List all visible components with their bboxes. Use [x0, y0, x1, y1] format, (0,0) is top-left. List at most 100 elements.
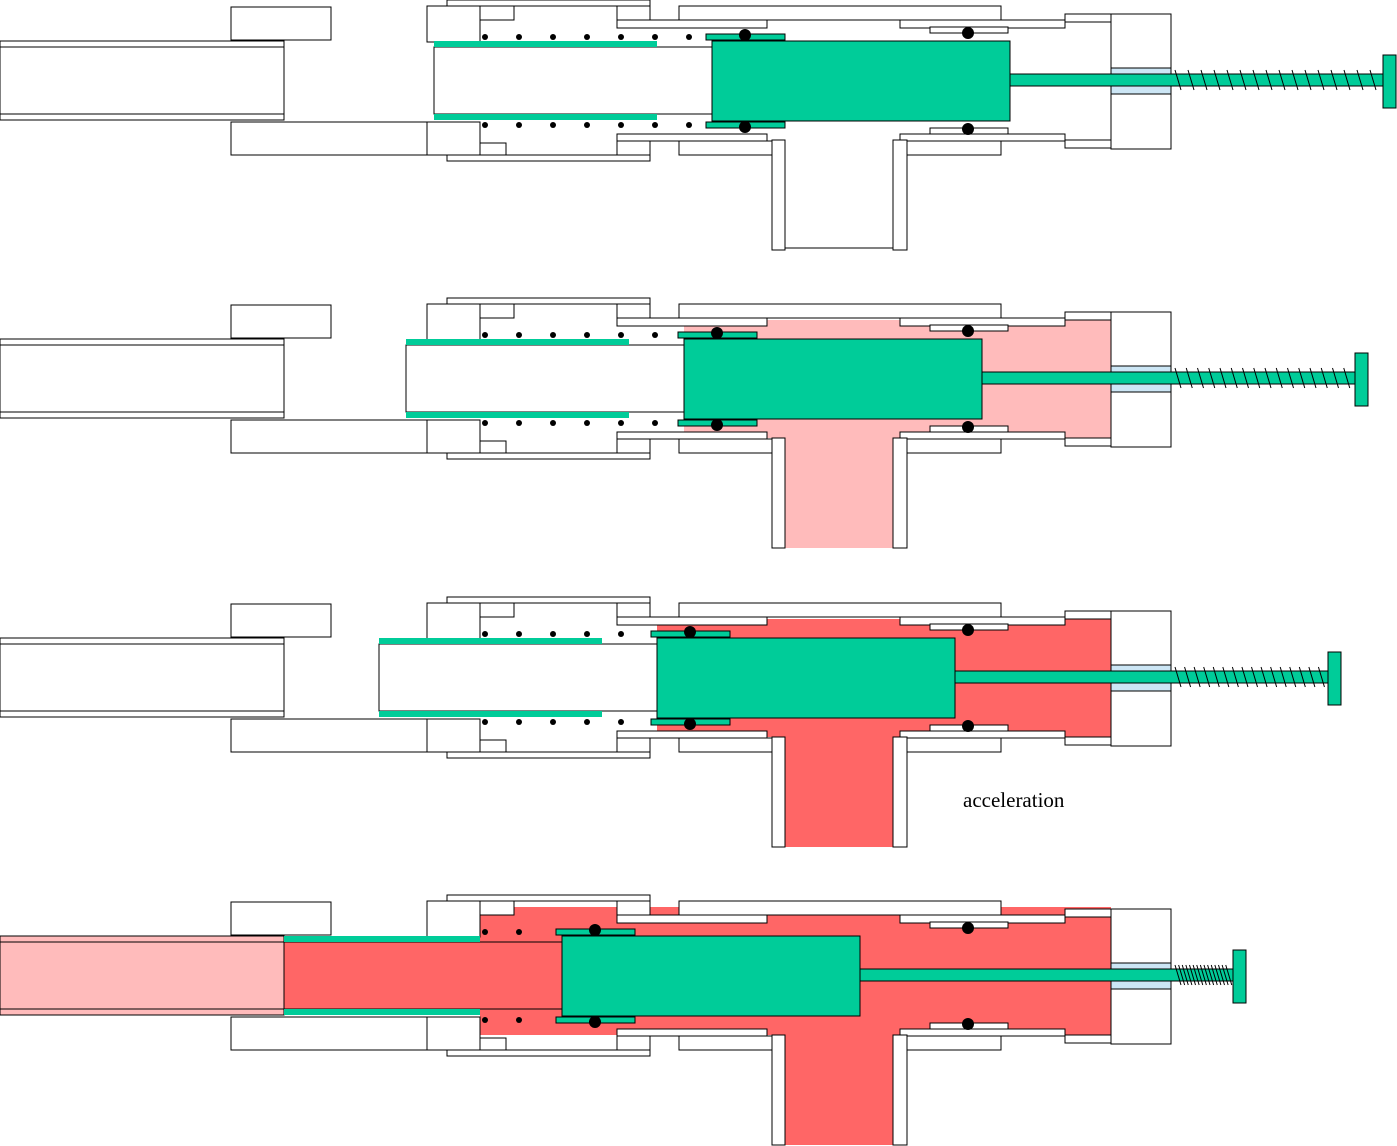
- o-ring: [962, 325, 974, 337]
- barrel: [0, 935, 285, 1016]
- o-ring: [711, 419, 723, 431]
- sleeve-edge: [284, 936, 480, 942]
- o-ring: [589, 1016, 601, 1028]
- knob: [1327, 651, 1342, 706]
- wall: [616, 431, 768, 440]
- collar: [479, 602, 515, 618]
- piston: [656, 637, 956, 719]
- o-ring: [739, 121, 751, 133]
- wall: [616, 730, 768, 739]
- thread: [1174, 666, 1325, 688]
- knob: [1232, 949, 1247, 1004]
- spring-coil: [516, 420, 522, 426]
- port-wall: [892, 736, 908, 848]
- spring-coil: [482, 420, 488, 426]
- spring-coil: [652, 34, 658, 40]
- spring-coil: [516, 1017, 522, 1023]
- housing: [426, 1016, 481, 1051]
- o-ring: [962, 624, 974, 636]
- wall: [1064, 610, 1112, 620]
- piston: [711, 40, 1011, 122]
- sleeve: [433, 46, 713, 115]
- annotation: acceleration: [963, 788, 1065, 812]
- wall: [1064, 908, 1112, 918]
- spring-coil: [482, 122, 488, 128]
- o-ring: [739, 29, 751, 41]
- o-ring: [962, 1018, 974, 1030]
- o-ring: [684, 626, 696, 638]
- barrel: [0, 40, 285, 121]
- spring-coil: [516, 332, 522, 338]
- sleeve-edge: [284, 1009, 480, 1015]
- sleeve-edge: [406, 339, 629, 345]
- spring-coil: [584, 631, 590, 637]
- spring-coil: [550, 34, 556, 40]
- spring-coil: [516, 929, 522, 935]
- spring-coil: [516, 719, 522, 725]
- barrel: [0, 637, 285, 718]
- wall: [906, 140, 1002, 156]
- collar: [616, 140, 651, 156]
- port-wall: [892, 139, 908, 251]
- spring-coil: [550, 122, 556, 128]
- wall: [906, 737, 1002, 753]
- block: [230, 6, 332, 41]
- spring-coil: [550, 719, 556, 725]
- spring-coil: [584, 122, 590, 128]
- wall: [906, 1035, 1002, 1051]
- piston: [683, 338, 983, 420]
- collar: [479, 739, 507, 753]
- collar: [616, 737, 651, 753]
- spring-coil: [618, 122, 624, 128]
- spring-coil: [516, 122, 522, 128]
- wall: [616, 317, 768, 327]
- stage: [0, 297, 1369, 549]
- knob: [1382, 54, 1397, 109]
- wall: [678, 1035, 773, 1051]
- spring-coil: [482, 1017, 488, 1023]
- wall: [678, 140, 773, 156]
- sleeve: [405, 344, 685, 413]
- knob: [1354, 352, 1369, 407]
- wall: [899, 133, 1066, 142]
- collar: [479, 303, 515, 319]
- spring-coil: [652, 332, 658, 338]
- stage: [0, 894, 1247, 1146]
- spring-coil: [550, 420, 556, 426]
- thread: [1174, 367, 1351, 389]
- wall: [1064, 13, 1112, 23]
- wall: [678, 5, 1002, 21]
- collar: [479, 5, 515, 21]
- spring-coil: [652, 420, 658, 426]
- port-wall: [771, 139, 786, 251]
- wall: [678, 737, 773, 753]
- sleeve-edge: [434, 114, 657, 120]
- sleeve-edge: [434, 41, 657, 47]
- wall: [678, 438, 773, 454]
- plate: [446, 452, 651, 460]
- collar: [616, 5, 651, 21]
- wall: [1064, 139, 1112, 149]
- port-wall: [771, 736, 786, 848]
- o-ring: [962, 123, 974, 135]
- piston: [561, 935, 861, 1017]
- wall: [1064, 311, 1112, 321]
- o-ring: [684, 718, 696, 730]
- spring-coil: [482, 929, 488, 935]
- block: [230, 603, 332, 638]
- collar: [616, 438, 651, 454]
- plate: [446, 0, 651, 7]
- plate: [446, 751, 651, 759]
- collar: [479, 1037, 507, 1051]
- wall: [1064, 437, 1112, 447]
- spring-coil: [618, 34, 624, 40]
- housing: [426, 718, 481, 753]
- sleeve-edge: [379, 638, 602, 644]
- collar: [616, 900, 651, 916]
- housing: [426, 5, 481, 43]
- wall: [678, 602, 1002, 618]
- spring-coil: [618, 719, 624, 725]
- port-wall: [892, 1034, 908, 1146]
- spring-coil: [618, 332, 624, 338]
